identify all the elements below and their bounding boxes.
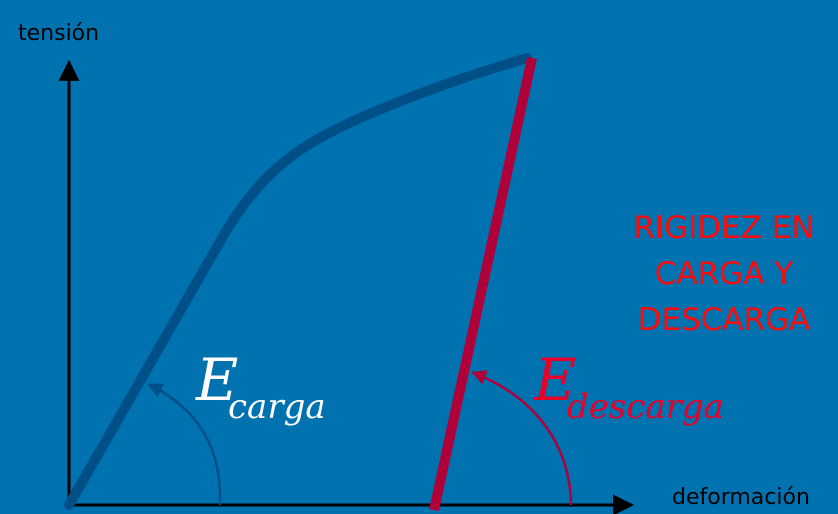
- e-descarga-subscript: descarga: [567, 387, 724, 427]
- y-axis-label: tensión: [18, 21, 99, 46]
- title-line-1: RIGIDEZ EN: [633, 210, 814, 246]
- title-line-3: DESCARGA: [638, 302, 811, 338]
- unloading-angle-arc: [471, 370, 573, 506]
- e-descarga-main: E: [533, 346, 576, 414]
- loading-angle-arc: [147, 383, 222, 506]
- unloading-line: [429, 56, 537, 512]
- loading-curve: [64, 53, 532, 510]
- e-carga-main: E: [195, 346, 238, 414]
- x-axis-label: deformación: [672, 485, 810, 510]
- title-block: RIGIDEZ EN CARGA Y DESCARGA: [633, 210, 814, 338]
- e-carga-label: E carga: [195, 346, 326, 427]
- e-carga-subscript: carga: [228, 387, 326, 427]
- title-line-2: CARGA Y: [655, 256, 793, 292]
- e-descarga-label: E descarga: [533, 346, 724, 427]
